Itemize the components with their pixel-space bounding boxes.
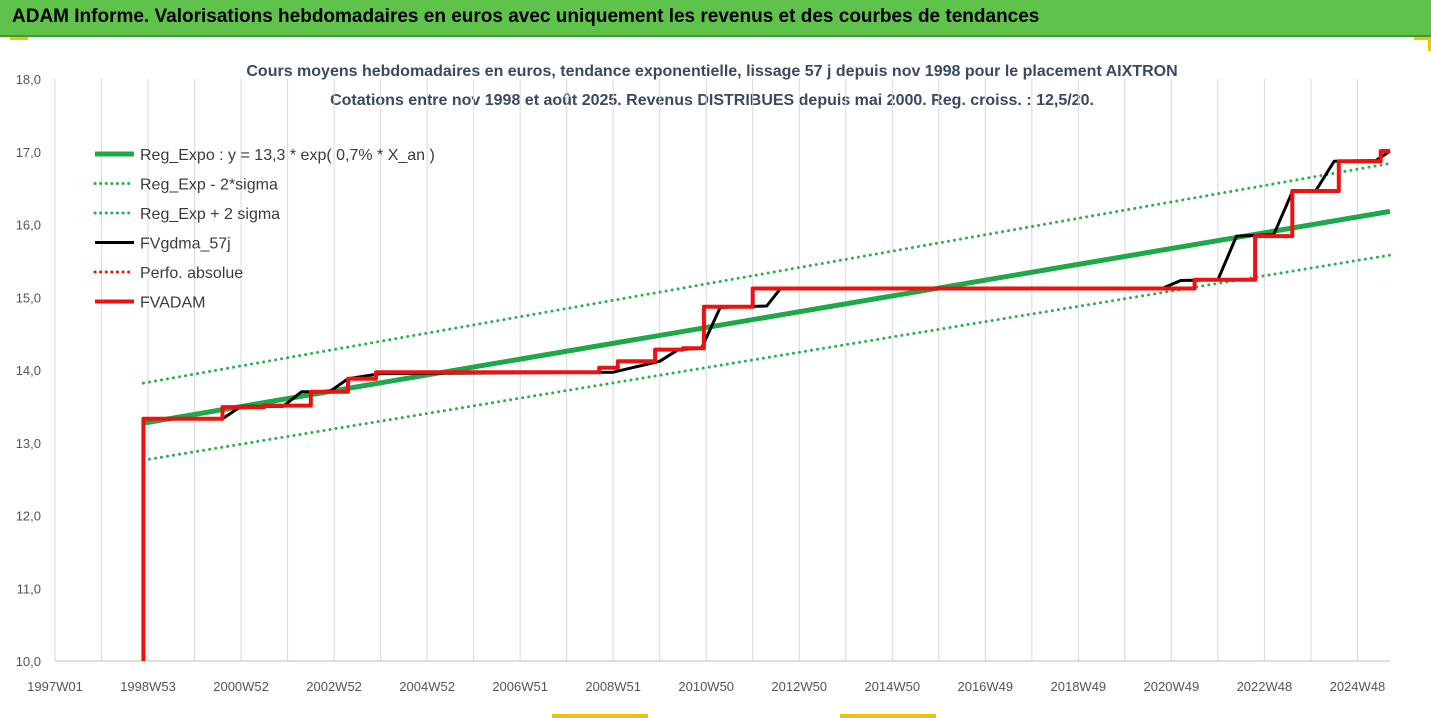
chart-area: Cours moyens hebdomadaires en euros, ten… xyxy=(0,37,1431,718)
chart-title-line1: Cours moyens hebdomadaires en euros, ten… xyxy=(246,63,1177,80)
series-line xyxy=(142,208,1391,426)
series-line xyxy=(143,149,1391,421)
x-tick-label: 2012W50 xyxy=(771,679,827,694)
y-tick-label: 13,0 xyxy=(16,436,41,451)
x-tick-label: 2016W49 xyxy=(957,679,1013,694)
legend-label: Reg_Exp - 2*sigma xyxy=(140,177,278,194)
x-tick-label: 2014W50 xyxy=(864,679,920,694)
legend-label: FVgdma_57j xyxy=(140,236,231,253)
x-tick-label: 2022W48 xyxy=(1237,679,1293,694)
series-line xyxy=(141,161,1392,385)
corner-marker-right-vertical xyxy=(1428,37,1431,51)
y-tick-label: 14,0 xyxy=(16,363,41,378)
bottom-tab-left xyxy=(552,714,648,718)
y-tick-label: 12,0 xyxy=(16,509,41,524)
x-tick-label: 2024W48 xyxy=(1330,679,1386,694)
x-tick-label: 2002W52 xyxy=(306,679,362,694)
x-tick-label: 2008W51 xyxy=(585,679,641,694)
y-tick-label: 10,0 xyxy=(16,654,41,669)
legend-label: Reg_Expo : y = 13,3 * exp( 0,7% * X_an ) xyxy=(140,147,435,164)
legend-label: FVADAM xyxy=(140,295,205,312)
series-line xyxy=(141,253,1392,462)
report-header: ADAM Informe. Valorisations hebdomadaire… xyxy=(0,0,1431,37)
x-tick-label: 2018W49 xyxy=(1051,679,1107,694)
x-tick-label: 1997W01 xyxy=(27,679,83,694)
y-tick-label: 18,0 xyxy=(16,72,41,87)
chart-title-line2: Cotations entre nov 1998 et août 2025. R… xyxy=(330,92,1094,109)
x-tick-label: 2020W49 xyxy=(1144,679,1200,694)
y-tick-label: 11,0 xyxy=(17,581,41,596)
grid-layer xyxy=(54,79,1358,661)
y-tick-label: 15,0 xyxy=(16,290,41,305)
legend-label: Perfo. absolue xyxy=(140,265,243,282)
legend-label: Reg_Exp + 2 sigma xyxy=(140,206,280,223)
x-tick-label: 2004W52 xyxy=(399,679,455,694)
x-tick-label: 1998W53 xyxy=(120,679,176,694)
bottom-tab-right xyxy=(840,714,936,718)
report-title: ADAM Informe. Valorisations hebdomadaire… xyxy=(12,6,1040,27)
legend: Reg_Expo : y = 13,3 * exp( 0,7% * X_an )… xyxy=(93,147,435,312)
y-tick-label: 16,0 xyxy=(16,218,41,233)
series-layer xyxy=(141,149,1392,661)
chart-svg: Cours moyens hebdomadaires en euros, ten… xyxy=(16,63,1392,694)
y-tick-label: 17,0 xyxy=(16,145,41,160)
axis-layer: 10,0 11,0 12,0 13,0 14,0 15,0 16,0 17,0 18,0 1997… xyxy=(16,72,1390,694)
corner-marker-left xyxy=(10,37,28,40)
x-tick-label: 2000W52 xyxy=(213,679,269,694)
x-tick-label: 2006W51 xyxy=(492,679,548,694)
x-tick-label: 2010W50 xyxy=(678,679,734,694)
corner-marker-right xyxy=(1414,37,1431,40)
series-line xyxy=(141,149,1390,661)
